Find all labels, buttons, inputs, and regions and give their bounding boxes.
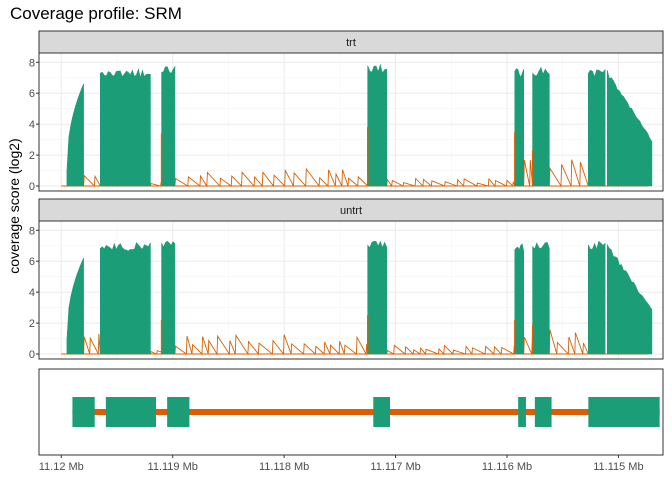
x-tick-label: 11.12 Mb bbox=[39, 461, 84, 473]
exon-coverage-trt bbox=[532, 66, 550, 187]
exon-coverage-trt bbox=[367, 63, 387, 187]
intron-coverage-untrt bbox=[174, 333, 369, 356]
exon-coverage-untrt bbox=[367, 240, 387, 355]
intron-coverage-trt bbox=[83, 174, 101, 188]
chart-title: Coverage profile: SRM bbox=[10, 4, 182, 23]
intron-coverage-trt bbox=[548, 159, 589, 188]
x-tick-label: 11.118 Mb bbox=[259, 461, 309, 473]
y-tick-label: 8 bbox=[29, 57, 35, 69]
intron-coverage-untrt bbox=[386, 344, 516, 356]
exon-coverage-untrt bbox=[607, 243, 653, 355]
exon-coverage-untrt bbox=[66, 257, 84, 355]
exon-coverage-untrt bbox=[161, 240, 176, 355]
y-tick-label: 0 bbox=[29, 181, 35, 193]
y-tick-label: 2 bbox=[29, 150, 35, 162]
exon-coverage-trt bbox=[161, 65, 176, 187]
exon-coverage-trt bbox=[588, 68, 606, 187]
y-tick-label: 6 bbox=[29, 256, 35, 268]
intron-coverage-trt bbox=[386, 177, 516, 188]
facet-label-untrt: untrt bbox=[340, 205, 362, 217]
x-tick-label: 11.115 Mb bbox=[593, 461, 643, 473]
exon-coverage-trt bbox=[607, 70, 653, 187]
y-tick-label: 4 bbox=[29, 119, 35, 131]
gene-exon-block bbox=[534, 397, 552, 427]
panel-border bbox=[38, 52, 664, 192]
y-tick-label: 8 bbox=[29, 225, 35, 237]
intron-coverage-untrt bbox=[548, 329, 589, 356]
exon-coverage-untrt bbox=[514, 243, 524, 355]
exon-coverage-trt bbox=[100, 68, 151, 187]
exon-coverage-untrt bbox=[588, 240, 606, 355]
gene-intron-line bbox=[72, 409, 660, 415]
gene-exon-block bbox=[373, 397, 390, 427]
y-tick-label: 4 bbox=[29, 287, 35, 299]
intron-coverage-untrt bbox=[149, 350, 168, 355]
x-tick-label: 11.116 Mb bbox=[482, 461, 532, 473]
gene-exon-block bbox=[105, 397, 156, 427]
y-axis-label: coverage score (log2) bbox=[6, 138, 22, 273]
exon-coverage-trt bbox=[66, 83, 84, 187]
exon-coverage-untrt bbox=[100, 242, 151, 355]
gene-exon-block bbox=[588, 397, 660, 427]
intron-coverage-untrt bbox=[83, 333, 101, 355]
x-tick-label: 11.117 Mb bbox=[370, 461, 420, 473]
intron-coverage-trt bbox=[174, 167, 369, 188]
y-tick-label: 6 bbox=[29, 88, 35, 100]
y-tick-label: 2 bbox=[29, 318, 35, 330]
exon-coverage-untrt bbox=[532, 242, 550, 355]
x-tick-label: 11.119 Mb bbox=[148, 461, 198, 473]
gene-exon-block bbox=[72, 397, 95, 427]
intron-coverage-trt bbox=[523, 159, 534, 187]
gene-exon-block bbox=[518, 397, 526, 427]
exon-coverage-trt bbox=[514, 68, 524, 187]
facet-label-trt: trt bbox=[346, 37, 356, 49]
y-tick-label: 0 bbox=[29, 349, 35, 361]
panel-border bbox=[38, 220, 664, 360]
gene-exon-block bbox=[167, 397, 190, 427]
